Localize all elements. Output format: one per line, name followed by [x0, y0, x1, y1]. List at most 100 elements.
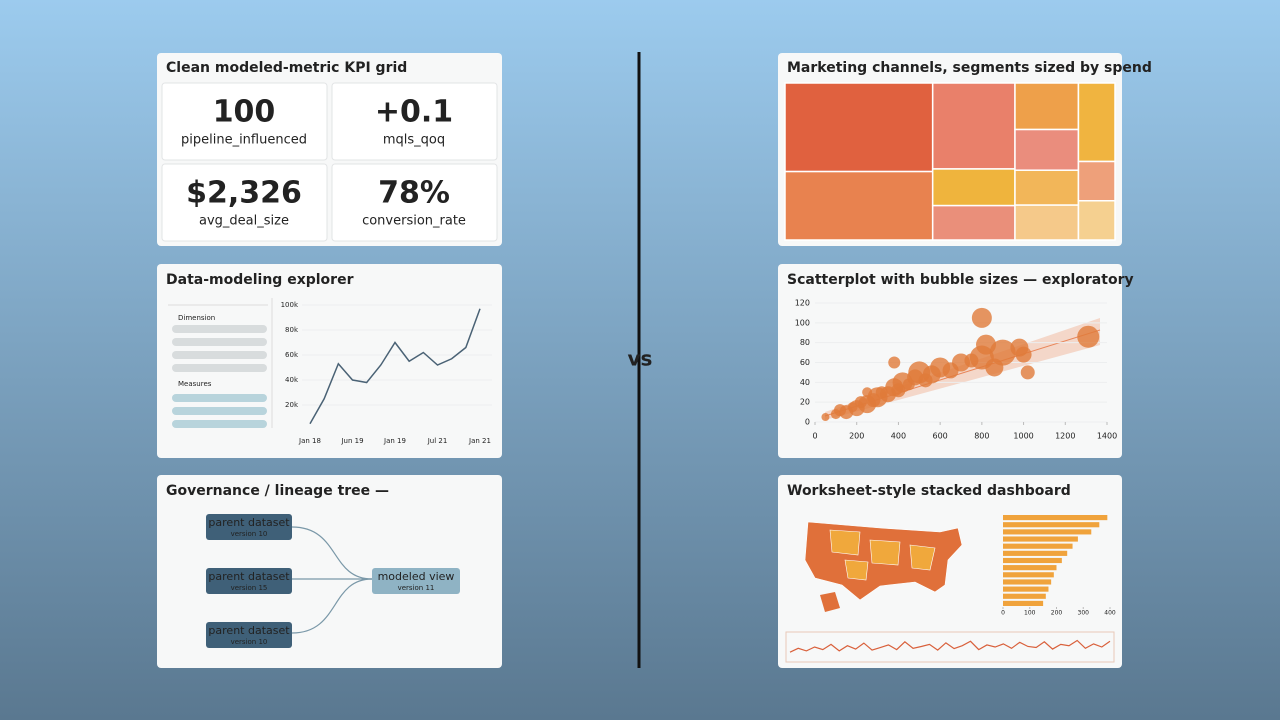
bar — [1003, 515, 1108, 521]
treemap-cell — [1077, 200, 1116, 241]
lineage-node — [206, 514, 292, 540]
x-tick-label: Jun 19 — [340, 437, 363, 445]
x-tick-label: 300 — [1078, 610, 1090, 617]
panel-title: Scatterplot with bubble sizes — explorat… — [787, 272, 1134, 288]
x-tick-label: 600 — [933, 432, 948, 441]
node-sub: version 15 — [231, 584, 268, 592]
y-tick-label: 100k — [281, 301, 299, 309]
bubble — [971, 307, 992, 328]
x-tick-label: 1000 — [1013, 432, 1033, 441]
treemap-cell — [1014, 204, 1080, 241]
bar — [1003, 565, 1057, 571]
x-tick-label: 400 — [891, 432, 906, 441]
bar — [1003, 557, 1062, 564]
sidebar: Dimension Measures — [168, 298, 273, 428]
bar — [1003, 600, 1044, 606]
bar — [1003, 536, 1078, 542]
treemap-cell — [1077, 82, 1116, 163]
x-tick-label: 400 — [1104, 610, 1116, 617]
x-tick-label: Jan 18 — [298, 437, 321, 445]
kpi-value: 78% — [378, 176, 450, 211]
panel-title: Marketing channels, segments sized by sp… — [787, 60, 1152, 76]
kpi-value: 100 — [213, 95, 276, 130]
x-tick-label: Jul 21 — [427, 437, 448, 445]
x-tick-label: Jan 19 — [383, 437, 406, 445]
x-tick-label: 0 — [1001, 610, 1005, 617]
node-label: modeled view — [378, 570, 455, 583]
bar — [1003, 529, 1092, 535]
y-tick-label: 100 — [795, 318, 810, 327]
node-label: parent dataset — [208, 516, 290, 529]
x-tick-label: 1200 — [1055, 432, 1075, 441]
y-tick-label: 20k — [285, 401, 299, 409]
kpi-tile — [161, 163, 328, 242]
treemap-cell — [931, 168, 1016, 207]
panel-title: Governance / lineage tree — — [166, 483, 389, 499]
y-tick-label: 60 — [800, 358, 810, 367]
bar — [1003, 593, 1046, 599]
bubble — [821, 413, 830, 422]
bar — [1003, 522, 1100, 528]
y-tick-label: 0 — [805, 418, 810, 427]
kpi-tile — [331, 163, 498, 242]
kpi-value: +0.1 — [375, 95, 453, 130]
treemap-cell — [1014, 82, 1080, 131]
sparkline — [789, 639, 1111, 653]
treemap-cell — [784, 82, 934, 173]
bar — [1003, 586, 1049, 592]
y-tick-label: 40 — [800, 378, 810, 387]
x-tick-label: Jan 21 — [468, 437, 491, 445]
kpi-label: mqls_qoq — [383, 133, 445, 148]
panel-title: Clean modeled-metric KPI grid — [166, 60, 407, 76]
sidebar-group: Dimension — [178, 314, 215, 322]
bubble — [1015, 346, 1032, 363]
node-label: parent dataset — [208, 624, 290, 637]
x-tick-label: 0 — [812, 432, 817, 441]
bubble — [985, 358, 1004, 377]
bar — [1003, 572, 1054, 578]
node-sub: version 10 — [231, 638, 268, 646]
treemap-cell — [1014, 128, 1080, 171]
us-map — [804, 521, 963, 612]
y-tick-label: 20 — [800, 398, 810, 407]
bubble — [862, 387, 873, 398]
x-tick-label: 200 — [1051, 610, 1063, 617]
y-tick-label: 60k — [285, 351, 299, 359]
lineage-node — [372, 568, 460, 594]
kpi-label: pipeline_influenced — [181, 133, 307, 148]
kpi-label: avg_deal_size — [199, 214, 289, 229]
treemap-cell — [931, 82, 1016, 170]
y-tick-label: 80k — [285, 326, 299, 334]
node-sub: version 11 — [398, 584, 435, 592]
panel-title: Data-modeling explorer — [166, 272, 354, 288]
y-tick-label: 120 — [795, 299, 810, 308]
bar — [1003, 543, 1073, 549]
x-tick-label: 100 — [1024, 610, 1036, 617]
treemap-cell — [931, 204, 1016, 241]
treemap-cell — [1014, 169, 1080, 206]
lineage-edges — [291, 526, 373, 634]
bar — [1003, 579, 1052, 585]
line — [309, 308, 481, 425]
treemap-cell — [784, 170, 934, 241]
kpi-label: conversion_rate — [362, 214, 466, 229]
x-tick-label: 800 — [974, 432, 989, 441]
node-sub: version 10 — [231, 530, 268, 538]
kpi-tile — [331, 82, 498, 161]
node-label: parent dataset — [208, 570, 290, 583]
bubble — [1077, 325, 1100, 348]
treemap-cell — [1077, 160, 1116, 202]
kpi-value: $2,326 — [186, 176, 302, 211]
sparkline-frame — [785, 631, 1115, 663]
bubble — [888, 356, 901, 369]
y-tick-label: 40k — [285, 376, 299, 384]
bubble — [1020, 365, 1035, 380]
kpi-tile — [161, 82, 328, 161]
x-tick-label: 1400 — [1097, 432, 1117, 441]
vs-label: vs — [628, 347, 653, 371]
lineage-node — [206, 622, 292, 648]
x-tick-label: 200 — [849, 432, 864, 441]
sidebar-group: Measures — [178, 380, 212, 388]
panel-title: Worksheet-style stacked dashboard — [787, 483, 1071, 499]
